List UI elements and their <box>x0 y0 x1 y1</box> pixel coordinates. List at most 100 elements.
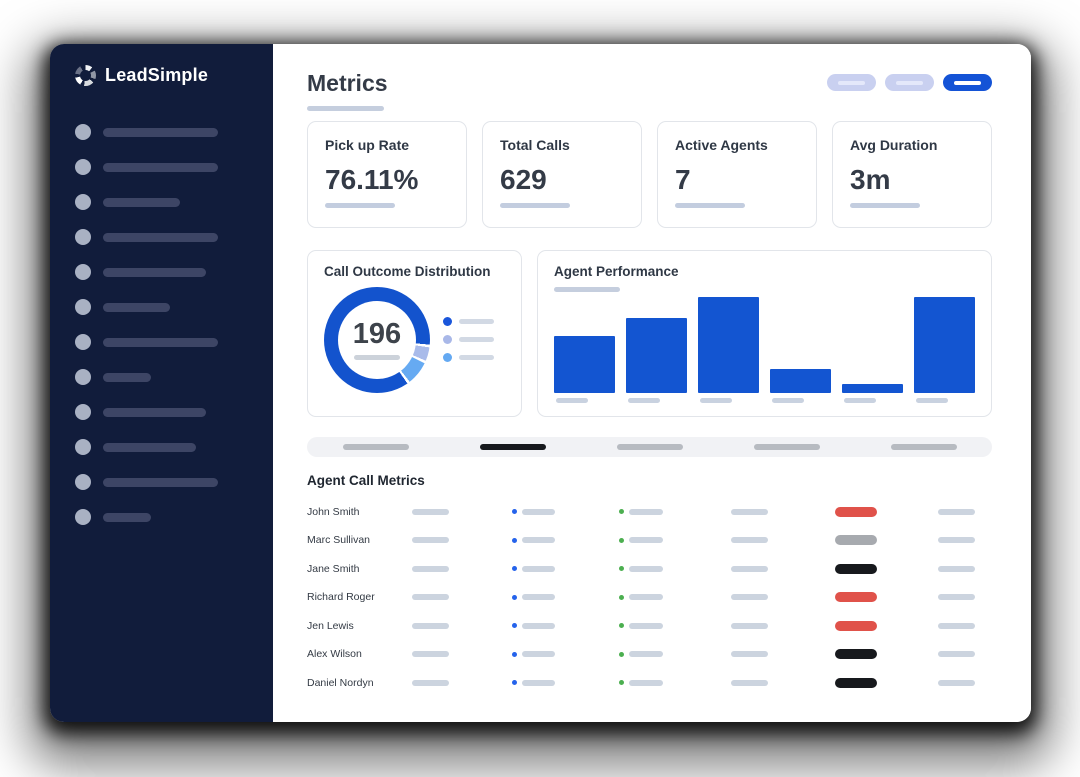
metric-card-skeleton <box>325 202 395 208</box>
skeleton-bar <box>938 622 975 629</box>
sidebar-item-label-placeholder <box>103 162 218 172</box>
skeleton-bar <box>412 622 449 629</box>
header: Metrics <box>307 70 992 111</box>
cell-metric-4 <box>731 508 835 515</box>
blue-dot-icon <box>512 509 517 515</box>
strip-item-2[interactable] <box>479 443 546 450</box>
skeleton-bar <box>412 508 449 515</box>
green-dot-icon <box>619 651 624 657</box>
view-toggle-pill-1[interactable] <box>827 74 876 91</box>
green-dot-icon <box>619 566 624 572</box>
skeleton-bar <box>938 594 975 601</box>
cell-metric-4 <box>731 622 835 629</box>
agent-table: John Smith Marc Sullivan Jane Smith Richard… <box>307 498 992 698</box>
cell-metric-4 <box>731 565 835 572</box>
blue-dot-icon <box>512 651 517 657</box>
logo-text: LeadSimple <box>105 64 209 85</box>
sidebar-item-12[interactable] <box>75 509 273 525</box>
charts-row: Call Outcome Distribution 196 Agent Perf… <box>307 249 992 417</box>
cell-metric-6 <box>938 508 992 515</box>
sidebar-item-8[interactable] <box>75 369 273 385</box>
strip-item-5[interactable] <box>890 443 957 450</box>
skeleton-bar <box>731 565 768 572</box>
skeleton-bar <box>938 537 975 544</box>
cell-metric-1 <box>412 565 512 572</box>
view-toggle-pill-2[interactable] <box>885 74 934 91</box>
skeleton-bar <box>629 537 663 544</box>
table-row[interactable]: Richard Roger <box>307 583 992 612</box>
sidebar-item-4[interactable] <box>75 229 273 245</box>
view-toggle-pill-3[interactable] <box>943 74 992 91</box>
strip-item-4[interactable] <box>753 443 820 450</box>
skeleton-bar <box>412 565 449 572</box>
cell-metric-3 <box>619 565 731 572</box>
sidebar-item-9[interactable] <box>75 404 273 420</box>
skeleton-bar <box>938 565 975 572</box>
legend-dot-icon <box>443 335 452 345</box>
sidebar-item-icon-placeholder <box>75 334 91 350</box>
table-row[interactable]: Marc Sullivan <box>307 526 992 555</box>
cell-metric-3 <box>619 594 731 601</box>
cell-metric-3 <box>619 537 731 544</box>
table-row[interactable]: Alex Wilson <box>307 640 992 669</box>
cell-metric-1 <box>412 679 512 686</box>
sidebar-item-5[interactable] <box>75 264 273 280</box>
status-pill-black <box>835 677 877 688</box>
strip-item-1[interactable] <box>342 443 409 450</box>
sidebar-item-label-placeholder <box>103 197 180 207</box>
legend-item-2 <box>443 335 494 345</box>
sidebar-item-2[interactable] <box>75 159 273 175</box>
sidebar-item-label-placeholder <box>103 512 151 522</box>
sidebar-item-10[interactable] <box>75 439 273 455</box>
table-row[interactable]: John Smith <box>307 498 992 527</box>
sidebar: LeadSimple <box>50 44 273 722</box>
bar-axis-label-skeleton <box>844 397 876 403</box>
legend-dot-icon <box>443 317 452 327</box>
skeleton-bar <box>522 651 555 658</box>
agent-call-metrics-section: Agent Call Metrics John Smith Marc Sulliv… <box>307 473 992 698</box>
sidebar-item-icon-placeholder <box>75 474 91 490</box>
table-row[interactable]: Jen Lewis <box>307 612 992 641</box>
sidebar-item-6[interactable] <box>75 299 273 315</box>
metric-card-value: 3m <box>850 163 891 195</box>
sidebar-item-label-placeholder <box>103 372 151 382</box>
skeleton-bar <box>629 651 663 658</box>
sidebar-item-icon-placeholder <box>75 264 91 280</box>
sidebar-skeleton-list <box>75 124 273 525</box>
cell-status <box>835 677 938 688</box>
sidebar-item-icon-placeholder <box>75 159 91 175</box>
sidebar-item-label-placeholder <box>103 442 196 452</box>
table-row[interactable]: Jane Smith <box>307 555 992 584</box>
sidebar-item-label-placeholder <box>103 477 218 487</box>
metric-card-label: Total Calls <box>500 136 570 153</box>
bar-3 <box>698 296 759 394</box>
strip-item-3[interactable] <box>616 443 683 450</box>
bar-5 <box>842 384 903 393</box>
sidebar-item-icon-placeholder <box>75 124 91 140</box>
status-pill-black <box>835 649 877 660</box>
legend-item-1 <box>443 317 494 327</box>
cell-metric-3 <box>619 679 731 686</box>
sidebar-item-1[interactable] <box>75 124 273 140</box>
sidebar-item-7[interactable] <box>75 334 273 350</box>
sidebar-item-11[interactable] <box>75 474 273 490</box>
sidebar-item-3[interactable] <box>75 194 273 210</box>
bar-chart <box>554 296 975 403</box>
bar-chart-title: Agent Performance <box>554 263 679 279</box>
skeleton-bar <box>522 565 555 572</box>
table-row[interactable]: Daniel Nordyn <box>307 669 992 698</box>
skeleton-bar <box>938 508 975 515</box>
skeleton-bar <box>731 679 768 686</box>
skeleton-bar <box>522 594 555 601</box>
metric-card-label: Pick up Rate <box>325 136 410 153</box>
skeleton-bar <box>629 565 663 572</box>
metric-card-1: Pick up Rate 76.11% <box>307 120 467 228</box>
skeleton-bar <box>522 537 555 544</box>
blue-dot-icon <box>512 680 517 686</box>
cell-status <box>835 620 938 631</box>
cell-metric-3 <box>619 508 731 515</box>
bar-6 <box>914 296 975 394</box>
agent-name: Marc Sullivan <box>307 534 371 547</box>
status-pill-red <box>835 506 877 517</box>
metric-card-2: Total Calls 629 <box>482 120 642 228</box>
